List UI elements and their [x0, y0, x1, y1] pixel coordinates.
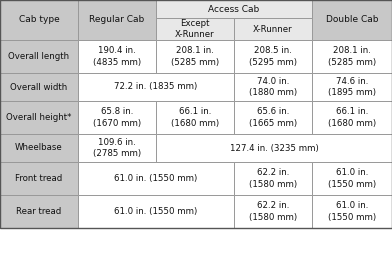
Text: Front tread: Front tread	[15, 174, 63, 183]
Text: 61.0 in.
(1550 mm): 61.0 in. (1550 mm)	[328, 168, 376, 189]
Bar	[0, 73, 78, 101]
Text: 74.6 in.
(1895 mm): 74.6 in. (1895 mm)	[328, 77, 376, 97]
Text: Rear tread: Rear tread	[16, 207, 62, 216]
Bar	[234, 18, 312, 40]
Bar	[0, 195, 78, 228]
Bar	[156, 0, 312, 18]
Bar	[234, 101, 312, 134]
Text: 62.2 in.
(1580 mm): 62.2 in. (1580 mm)	[249, 201, 297, 221]
Bar	[156, 134, 392, 162]
Bar	[234, 73, 312, 101]
Text: 66.1 in.
(1680 mm): 66.1 in. (1680 mm)	[328, 108, 376, 128]
Text: X-Runner: X-Runner	[253, 24, 293, 33]
Bar	[78, 134, 156, 162]
Bar	[0, 134, 78, 162]
Bar	[234, 162, 312, 195]
Bar	[78, 101, 156, 134]
Text: 74.0 in.
(1880 mm): 74.0 in. (1880 mm)	[249, 77, 297, 97]
Text: Cab type: Cab type	[19, 16, 59, 24]
Bar	[312, 101, 392, 134]
Text: 61.0 in. (1550 mm): 61.0 in. (1550 mm)	[114, 207, 198, 216]
Text: Regular Cab: Regular Cab	[89, 16, 145, 24]
Bar	[156, 40, 234, 73]
Bar	[78, 40, 156, 73]
Text: Double Cab: Double Cab	[326, 16, 378, 24]
Bar	[78, 162, 234, 195]
Text: 208.1 in.
(5285 mm): 208.1 in. (5285 mm)	[171, 47, 219, 67]
Bar	[0, 0, 392, 228]
Text: 72.2 in. (1835 mm): 72.2 in. (1835 mm)	[114, 83, 198, 92]
Text: Except
X-Runner: Except X-Runner	[175, 19, 215, 39]
Bar	[0, 101, 78, 134]
Bar	[78, 73, 234, 101]
Bar	[234, 195, 312, 228]
Bar	[234, 40, 312, 73]
Bar	[0, 0, 78, 40]
Text: Access Cab: Access Cab	[209, 4, 260, 13]
Bar	[312, 40, 392, 73]
Text: 127.4 in. (3235 mm): 127.4 in. (3235 mm)	[230, 144, 318, 153]
Text: Wheelbase: Wheelbase	[15, 144, 63, 153]
Bar	[78, 195, 234, 228]
Text: Overall width: Overall width	[10, 83, 68, 92]
Text: 61.0 in.
(1550 mm): 61.0 in. (1550 mm)	[328, 201, 376, 221]
Text: 190.4 in.
(4835 mm): 190.4 in. (4835 mm)	[93, 47, 141, 67]
Text: 208.1 in.
(5285 mm): 208.1 in. (5285 mm)	[328, 47, 376, 67]
Bar	[156, 101, 234, 134]
Bar	[0, 162, 78, 195]
Text: 66.1 in.
(1680 mm): 66.1 in. (1680 mm)	[171, 108, 219, 128]
Text: 65.6 in.
(1665 mm): 65.6 in. (1665 mm)	[249, 108, 297, 128]
Text: 62.2 in.
(1580 mm): 62.2 in. (1580 mm)	[249, 168, 297, 189]
Bar	[312, 73, 392, 101]
Text: 61.0 in. (1550 mm): 61.0 in. (1550 mm)	[114, 174, 198, 183]
Text: 109.6 in.
(2785 mm): 109.6 in. (2785 mm)	[93, 138, 141, 158]
Bar	[312, 162, 392, 195]
Text: Overall height*: Overall height*	[6, 113, 72, 122]
Bar	[312, 0, 392, 40]
Bar	[156, 18, 234, 40]
Text: 65.8 in.
(1670 mm): 65.8 in. (1670 mm)	[93, 108, 141, 128]
Text: Overall length: Overall length	[9, 52, 69, 61]
Bar	[0, 40, 78, 73]
Text: 208.5 in.
(5295 mm): 208.5 in. (5295 mm)	[249, 47, 297, 67]
Bar	[78, 0, 156, 40]
Bar	[312, 195, 392, 228]
